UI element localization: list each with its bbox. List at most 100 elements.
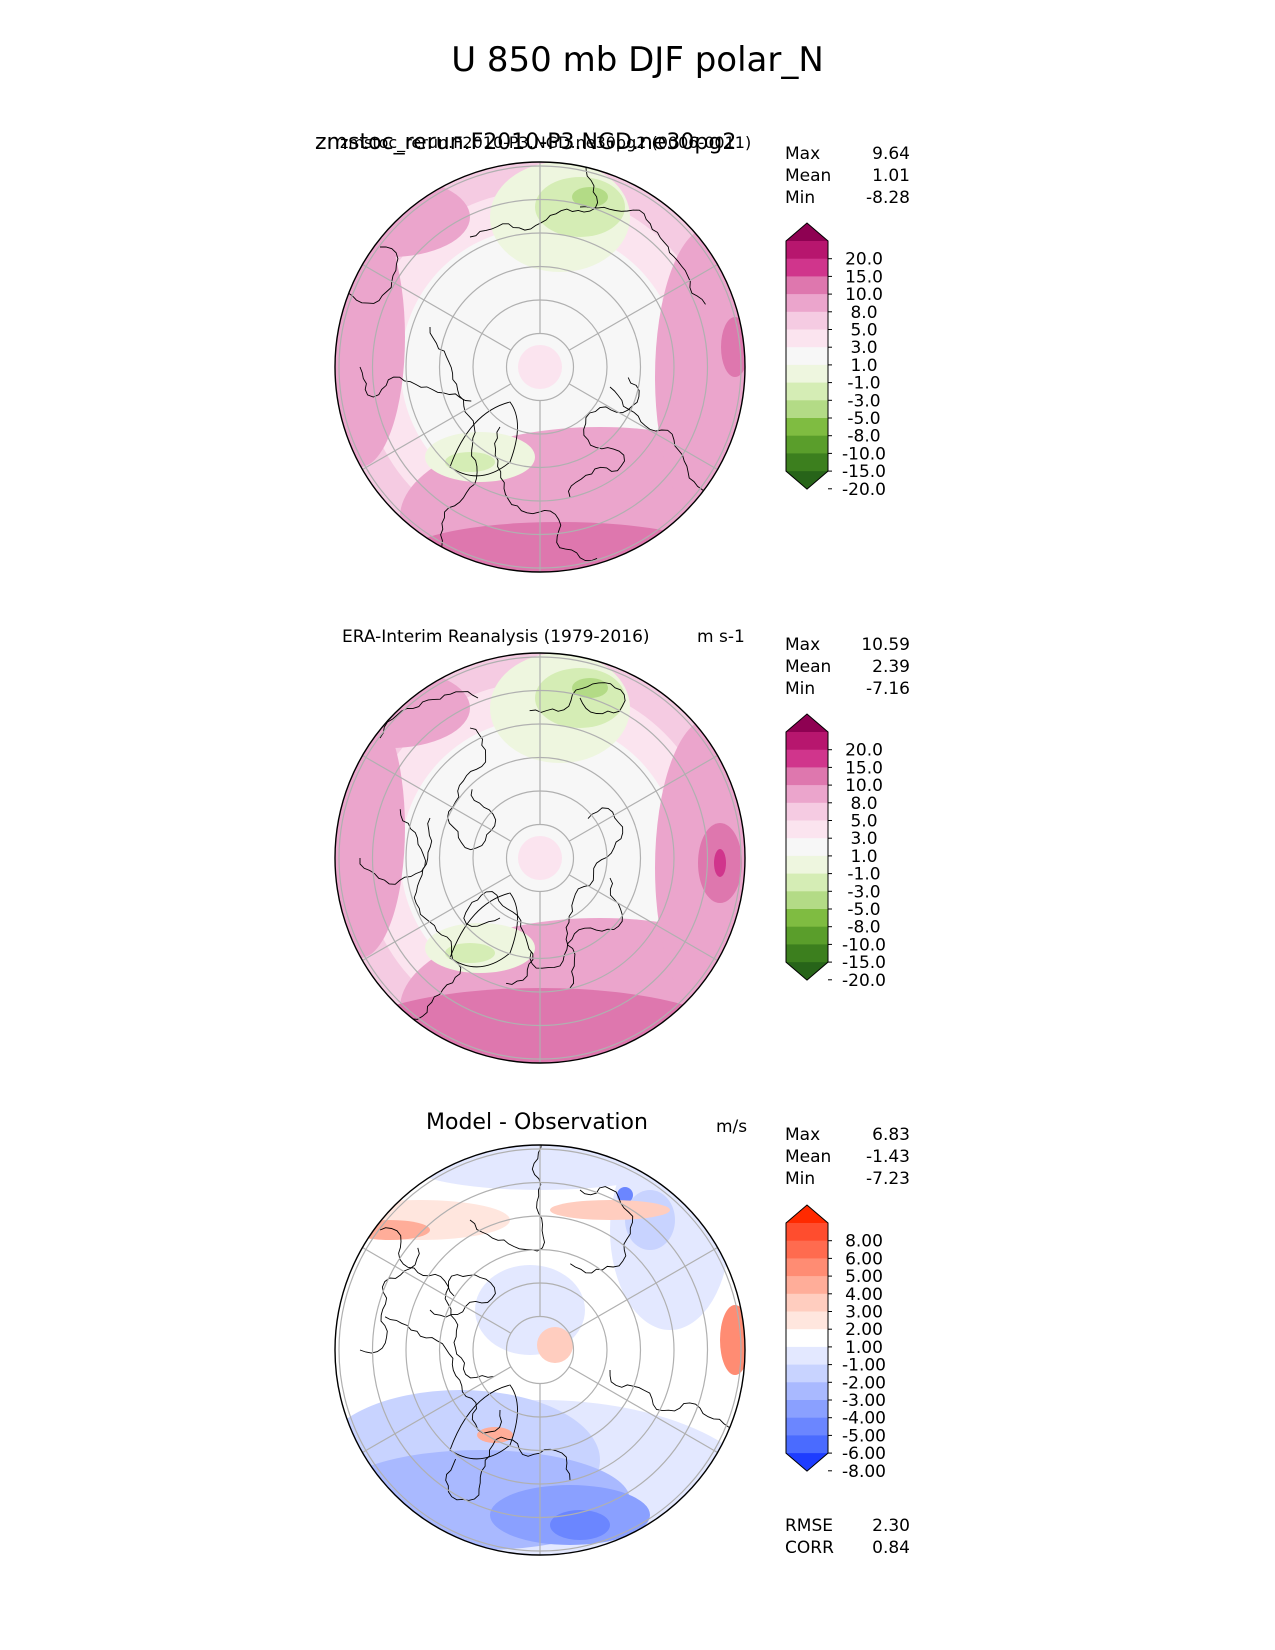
- panel2-min-label: Min: [785, 679, 816, 699]
- colorbar-tick-label: 3.0: [850, 338, 877, 358]
- colorbar-segment: [786, 1417, 828, 1436]
- meridian: [568, 383, 718, 471]
- panel1-max-label: Max: [785, 144, 821, 164]
- coastline: [359, 809, 426, 885]
- coastline: [494, 426, 598, 562]
- colorbar-segment: [786, 347, 828, 366]
- colorbar-segment: [786, 294, 828, 313]
- colorbar-tick-label: 20.0: [845, 741, 883, 761]
- colorbar-tick-label: 3.00: [845, 1303, 883, 1323]
- panel1-min-label: Min: [785, 188, 816, 208]
- panel2-max-label: Max: [785, 635, 821, 655]
- meridian: [362, 263, 512, 351]
- panel2-mean-value: 2.39: [872, 657, 910, 677]
- colorbar-tick-label: -5.0: [847, 409, 880, 429]
- colorbar-segment: [786, 1311, 828, 1330]
- colorbar-segment: [786, 749, 828, 768]
- meridian: [362, 1366, 512, 1454]
- figure-title: U 850 mb DJF polar_N: [451, 40, 824, 80]
- panel1-title-period: zmstoc_rerun.F2010-P3.NGD.ne30pg2 (0006-…: [340, 133, 752, 152]
- colorbar-tick-label: 6.00: [845, 1249, 883, 1269]
- coastline: [609, 386, 728, 494]
- colorbar-tick-label: 3.0: [850, 829, 877, 849]
- colorbar-tick-label: 5.00: [845, 1267, 883, 1287]
- rmse-label: RMSE: [785, 1516, 834, 1536]
- field-easterly: [572, 187, 608, 207]
- field-pos: [350, 1220, 430, 1240]
- colorbar-segment: [786, 400, 828, 419]
- colorbar-tick-label: -4.00: [842, 1409, 886, 1429]
- colorbar-tick-label: -5.0: [847, 900, 880, 920]
- colorbar-segment: [786, 311, 828, 330]
- panel3-colorbar: 8.006.005.004.003.002.001.00-1.00-2.00-3…: [785, 1204, 886, 1482]
- colorbar-tick-label: 8.0: [850, 794, 877, 814]
- colorbar-extend-max: [786, 223, 828, 241]
- colorbar-tick-label: -3.00: [842, 1391, 886, 1411]
- colorbar-segment: [786, 926, 828, 945]
- colorbar-segment: [786, 1329, 828, 1348]
- colorbar-tick-label: 20.0: [845, 250, 883, 270]
- panel2-map-border: [334, 652, 746, 1064]
- panel3-max-value: 6.83: [872, 1125, 910, 1145]
- colorbar-segment: [786, 1364, 828, 1383]
- colorbar-tick-label: -15.0: [842, 953, 886, 973]
- colorbar-segment: [786, 258, 828, 277]
- colorbar-segment: [786, 364, 828, 384]
- panel1-colorbar: 20.015.010.08.05.03.01.0-1.0-3.0-5.0-8.0…: [785, 222, 886, 500]
- colorbar-tick-label: -20.0: [842, 480, 886, 500]
- colorbar-extend-min: [786, 1453, 828, 1472]
- colorbar-tick-label: -8.0: [847, 918, 880, 938]
- coastline: [529, 682, 626, 715]
- panel3-min-value: -7.23: [866, 1169, 910, 1189]
- colorbar-segment: [786, 1276, 828, 1295]
- panel3-metrics: RMSE 2.30 CORR 0.84: [785, 1515, 910, 1559]
- coastline-greenland: [449, 1384, 518, 1460]
- panel2-map: [334, 652, 746, 1064]
- colorbar-tick-label: -5.00: [842, 1426, 886, 1446]
- meridian: [362, 383, 512, 471]
- colorbar-segment: [786, 1346, 828, 1366]
- colorbar-tick-label: 2.00: [845, 1320, 883, 1340]
- colorbar-extend-min: [786, 962, 828, 981]
- panel2-min-value: -7.16: [866, 679, 910, 699]
- coastline: [335, 246, 399, 304]
- colorbar-tick-label: -15.0: [842, 462, 886, 482]
- coastline: [579, 206, 706, 305]
- coastline: [429, 1274, 496, 1379]
- colorbar-tick-label: -3.0: [847, 391, 880, 411]
- field-neg: [617, 1187, 633, 1203]
- meridian: [362, 754, 512, 842]
- panel1-min-value: -8.28: [866, 188, 910, 208]
- coastline: [429, 326, 478, 563]
- panel2-field: [335, 653, 745, 1063]
- panel1-graticule: [338, 162, 742, 572]
- colorbar-tick-label: 15.0: [845, 758, 883, 778]
- coastline: [529, 877, 623, 969]
- panel2-mean-label: Mean: [785, 657, 832, 677]
- colorbar-segment: [786, 1258, 828, 1277]
- colorbar-segment: [786, 820, 828, 839]
- coastline-greenland: [449, 401, 518, 477]
- panel3-title: Model - Observation: [426, 1110, 648, 1135]
- field-pole: [518, 345, 562, 389]
- panel3-map-border: [334, 1144, 746, 1556]
- coastline: [447, 727, 497, 851]
- panel1-stats: Max 9.64 Mean 1.01 Min -8.28: [785, 143, 910, 209]
- colorbar-tick-label: -1.0: [847, 865, 880, 885]
- coastline: [469, 162, 599, 238]
- colorbar-segment: [786, 1382, 828, 1401]
- coastline: [565, 807, 624, 989]
- colorbar-segment: [786, 276, 828, 295]
- colorbar-tick-label: -1.00: [842, 1356, 886, 1376]
- colorbar-extend-min: [786, 471, 828, 490]
- panel3-mean-label: Mean: [785, 1147, 832, 1167]
- field-jet-core: [714, 849, 726, 877]
- colorbar-tick-label: -10.0: [842, 935, 886, 955]
- colorbar-tick-label: -1.0: [847, 374, 880, 394]
- meridian: [568, 263, 718, 351]
- colorbar-tick-label: 8.00: [845, 1232, 883, 1252]
- colorbar-segment: [786, 732, 828, 751]
- coastline: [568, 377, 640, 498]
- colorbar-tick-label: -20.0: [842, 971, 886, 991]
